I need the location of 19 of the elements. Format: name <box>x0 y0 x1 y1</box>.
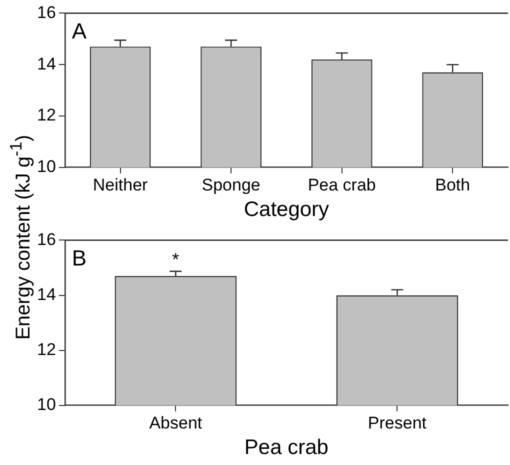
x-tick-label: Neither <box>92 175 148 194</box>
y-tick-label: 16 <box>36 230 56 249</box>
y-tick-label: 10 <box>36 157 56 176</box>
annotation: A <box>72 18 87 44</box>
x-tick-label: Absent <box>149 413 202 432</box>
x-axis-title: Category <box>244 198 330 222</box>
y-tick-label: 12 <box>36 106 56 125</box>
y-tick-label: 16 <box>36 2 56 22</box>
y-tick-label: 12 <box>36 340 56 360</box>
x-tick-label: Both <box>435 175 470 194</box>
annotation: B <box>72 245 87 270</box>
x-axis-title: Pea crab <box>244 436 328 460</box>
x-tick-label: Present <box>368 413 427 432</box>
y-tick-label: 14 <box>36 54 56 74</box>
x-tick-label: Pea crab <box>308 175 376 194</box>
y-tick-label: 10 <box>36 395 56 414</box>
x-tick-label: Sponge <box>202 175 260 194</box>
annotation: * <box>172 249 180 270</box>
y-tick-label: 14 <box>36 284 56 304</box>
